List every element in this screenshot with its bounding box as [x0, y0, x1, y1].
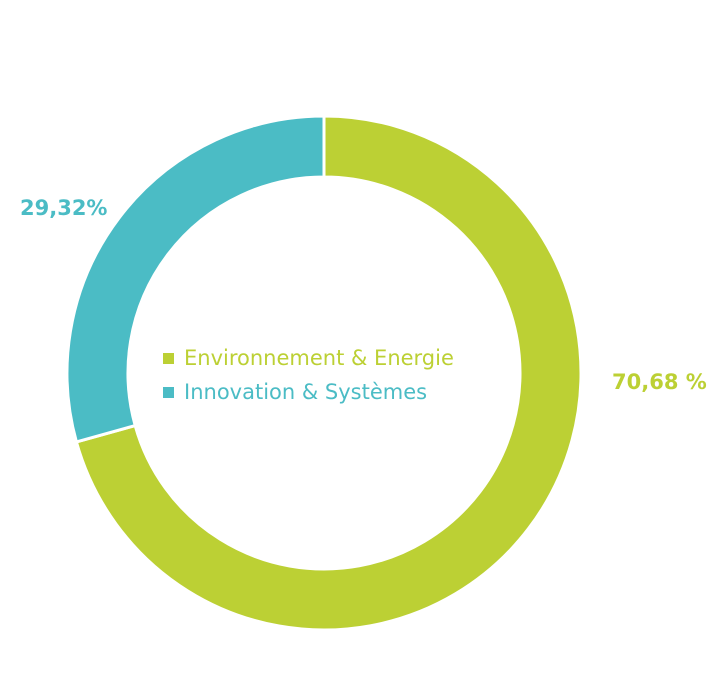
legend-label-environnement: Environnement & Energie	[184, 346, 454, 370]
legend: Environnement & Energie Innovation & Sys…	[163, 341, 454, 409]
legend-item-innovation: Innovation & Systèmes	[163, 375, 454, 409]
legend-swatch-innovation	[163, 386, 174, 398]
legend-label-innovation: Innovation & Systèmes	[184, 380, 428, 404]
legend-item-environnement: Environnement & Energie	[163, 341, 454, 375]
donut-slice-environnement	[74, 114, 583, 632]
data-label-environnement: 70,68 %	[612, 370, 707, 394]
data-label-innovation: 29,32%	[20, 196, 108, 220]
legend-swatch-environnement	[163, 352, 174, 364]
donut-slice-innovation	[65, 114, 326, 444]
